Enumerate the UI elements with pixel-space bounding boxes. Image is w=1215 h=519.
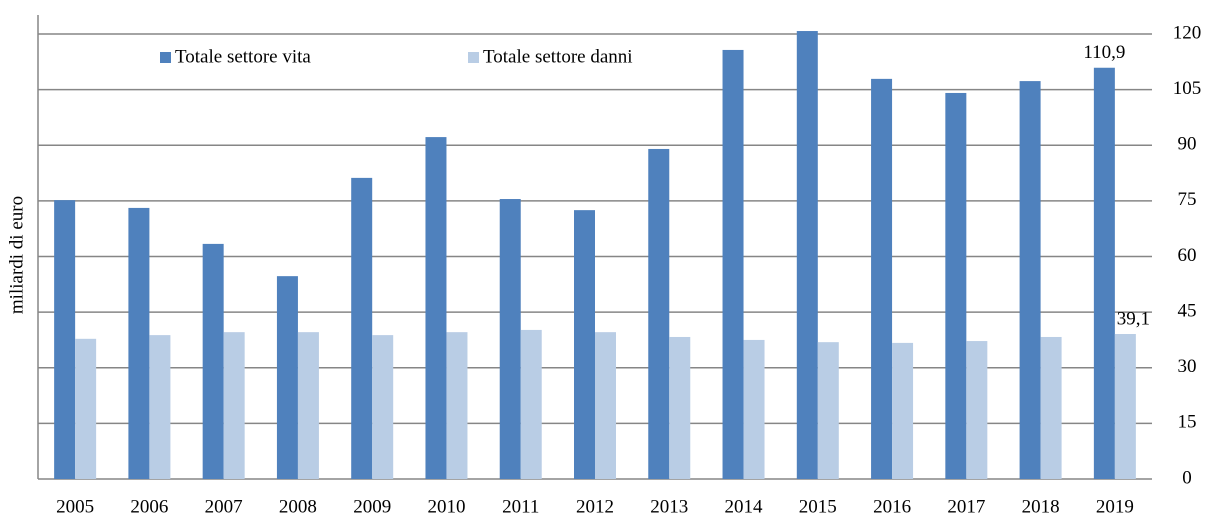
bar	[722, 49, 744, 480]
data-label: 39,1	[1117, 308, 1150, 329]
bar	[595, 332, 616, 479]
x-tick-label: 2015	[799, 496, 837, 517]
bar	[372, 335, 394, 479]
y-tick-label: 45	[1178, 300, 1197, 321]
bar	[149, 335, 171, 479]
y-tick-label: 0	[1182, 467, 1192, 488]
y-tick-label: 60	[1178, 245, 1197, 266]
bar	[1040, 336, 1062, 479]
bar	[520, 329, 542, 479]
bar	[75, 338, 97, 479]
bar	[648, 148, 670, 480]
data-label: 110,9	[1083, 42, 1125, 63]
x-tick-label: 2014	[725, 496, 764, 517]
x-tick-label: 2018	[1022, 496, 1060, 517]
bar	[945, 92, 967, 480]
bar	[297, 332, 319, 479]
bar	[54, 200, 76, 479]
bar	[128, 207, 150, 479]
bar	[892, 342, 914, 479]
bar	[1114, 334, 1136, 479]
legend-label: Totale settore danni	[483, 46, 633, 67]
y-tick-label: 90	[1178, 134, 1197, 155]
y-tick-label: 120	[1173, 22, 1202, 43]
x-tick-label: 2007	[205, 496, 243, 517]
bar	[202, 243, 224, 479]
legend-swatch	[160, 52, 171, 63]
bar	[1019, 81, 1041, 480]
bar	[351, 177, 373, 479]
y-axis-label: miliardi di euro	[6, 196, 27, 314]
bar	[499, 199, 521, 480]
bar	[796, 31, 818, 480]
bar	[743, 339, 765, 479]
y-tick-label: 75	[1178, 189, 1197, 210]
bar	[871, 78, 893, 479]
x-tick-label: 2006	[130, 496, 168, 517]
bar	[574, 210, 595, 480]
y-tick-label: 30	[1178, 356, 1197, 377]
x-tick-label: 2009	[353, 496, 391, 517]
y-tick-label: 105	[1173, 78, 1202, 99]
x-tick-label: 2019	[1096, 496, 1134, 517]
y-tick-label: 15	[1178, 412, 1197, 433]
x-tick-label: 2012	[576, 496, 614, 517]
bar	[966, 341, 988, 479]
x-tick-label: 2011	[502, 496, 539, 517]
x-tick-label: 2005	[56, 496, 94, 517]
x-tick-label: 2017	[947, 496, 985, 517]
bar	[1093, 67, 1115, 479]
bar	[669, 336, 691, 479]
legend-swatch	[468, 52, 479, 63]
x-tick-label: 2008	[279, 496, 317, 517]
bar	[276, 276, 298, 479]
bar	[425, 137, 447, 479]
x-tick-label: 2013	[650, 496, 688, 517]
bar	[223, 332, 245, 479]
legend-label: Totale settore vita	[175, 46, 311, 67]
bar	[817, 342, 839, 479]
x-tick-label: 2016	[873, 496, 911, 517]
bar	[446, 332, 468, 479]
x-tick-label: 2010	[427, 496, 465, 517]
